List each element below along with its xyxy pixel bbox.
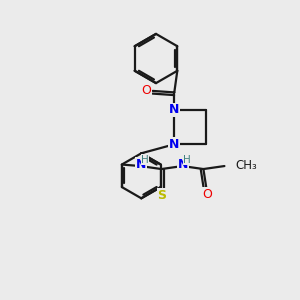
- Text: H: H: [183, 155, 191, 165]
- Text: N: N: [136, 158, 146, 171]
- Text: H: H: [141, 155, 149, 165]
- Text: CH₃: CH₃: [235, 159, 257, 172]
- Text: N: N: [169, 138, 179, 151]
- Text: O: O: [202, 188, 212, 201]
- Text: O: O: [141, 84, 151, 98]
- Text: S: S: [157, 189, 166, 202]
- Text: N: N: [178, 158, 188, 171]
- Text: N: N: [169, 103, 179, 116]
